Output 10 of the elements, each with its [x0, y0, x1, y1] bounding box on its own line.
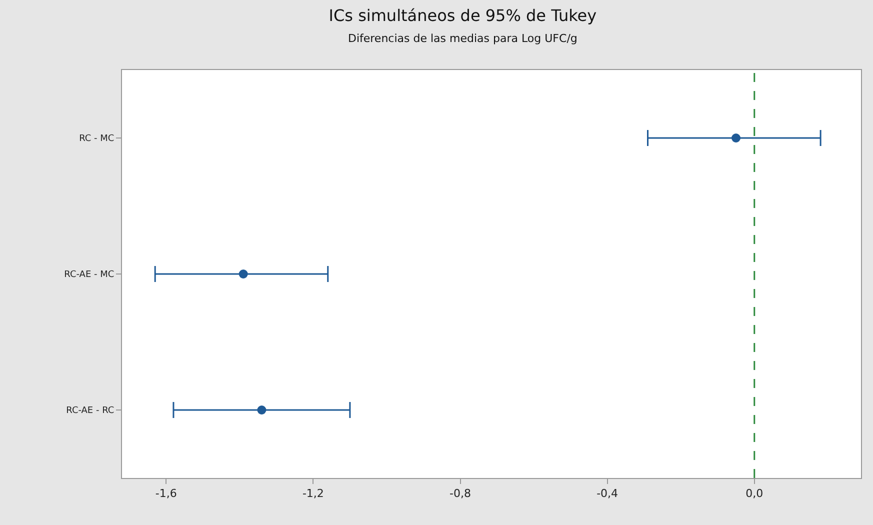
y-tick-label: RC - MC [79, 134, 114, 144]
x-tick-label: -0,4 [596, 487, 618, 500]
y-tick-label: RC-AE - RC [66, 406, 114, 416]
x-tick-label: 0,0 [746, 487, 764, 500]
y-tick-label: RC-AE - MC [64, 270, 114, 280]
x-tick-label: -1,2 [302, 487, 324, 500]
x-tick-label: -1,6 [155, 487, 177, 500]
chart-title: ICs simultáneos de 95% de Tukey [328, 6, 597, 25]
x-tick-label: -0,8 [450, 487, 471, 500]
chart-subtitle: Diferencias de las medias para Log UFC/g [348, 32, 578, 45]
